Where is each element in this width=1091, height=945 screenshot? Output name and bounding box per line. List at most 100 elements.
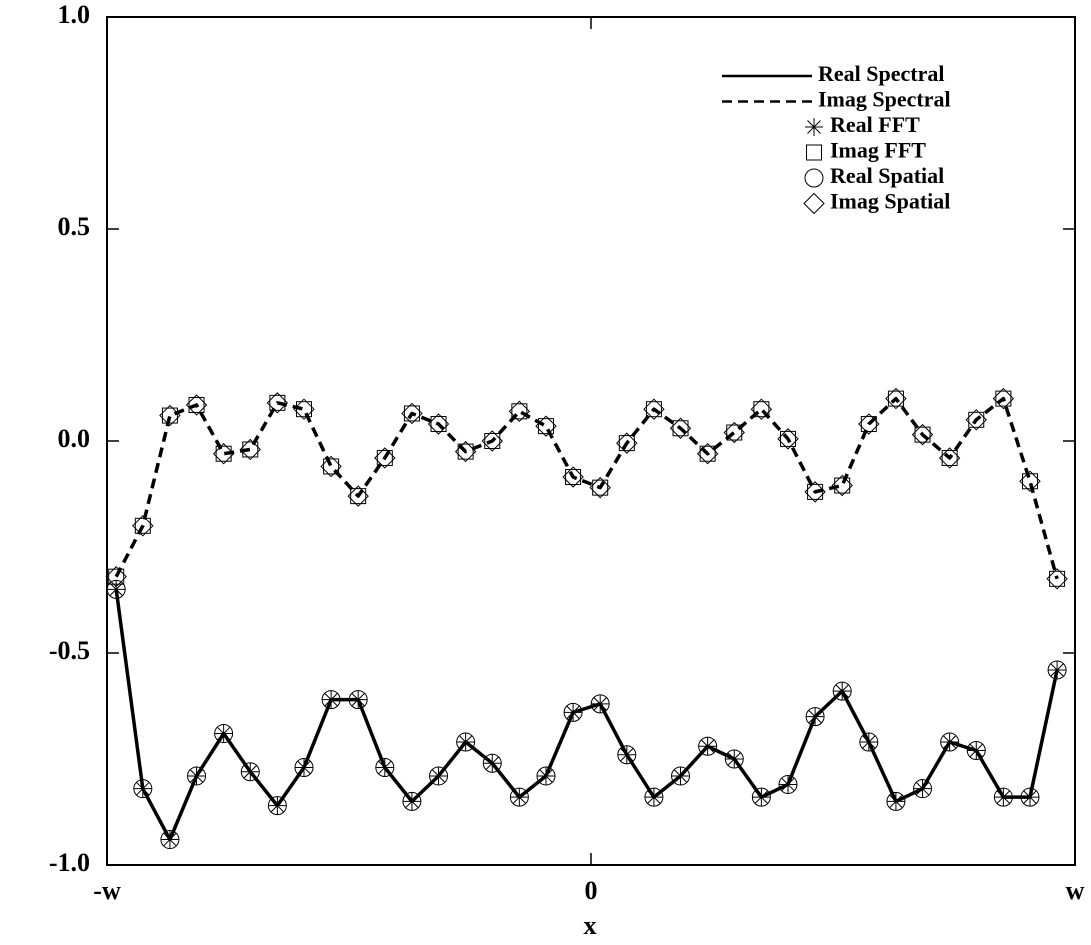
marker	[132, 515, 154, 537]
marker	[269, 394, 286, 411]
marker	[723, 421, 745, 444]
marker	[403, 405, 420, 422]
marker	[671, 766, 691, 786]
marker	[940, 733, 959, 752]
marker	[429, 766, 448, 785]
legend-label: Real Spatial	[830, 163, 944, 188]
marker	[160, 830, 179, 849]
x-tick-label: -w	[93, 876, 121, 905]
marker	[509, 787, 529, 807]
marker	[484, 433, 501, 449]
y-tick-label: 0.5	[58, 212, 91, 241]
marker	[859, 733, 878, 752]
marker	[481, 430, 503, 452]
marker	[778, 775, 797, 794]
legend-swatch	[804, 168, 824, 188]
marker	[214, 724, 234, 744]
marker	[240, 762, 260, 782]
marker	[188, 396, 205, 413]
marker	[241, 762, 260, 781]
x-tick-label: w	[1066, 876, 1085, 905]
marker	[617, 745, 637, 765]
marker	[159, 404, 181, 427]
marker	[108, 568, 125, 585]
marker	[831, 474, 853, 497]
marker	[374, 447, 396, 469]
marker	[1048, 660, 1067, 679]
marker	[429, 766, 449, 786]
marker	[778, 774, 798, 794]
marker	[349, 690, 368, 709]
marker	[968, 411, 985, 428]
marker	[320, 455, 342, 478]
x-axis-label: x	[584, 911, 597, 940]
marker	[992, 387, 1015, 410]
series-line	[114, 396, 1059, 580]
marker	[751, 787, 771, 807]
marker	[995, 390, 1012, 407]
marker	[482, 753, 502, 773]
marker	[1020, 788, 1039, 807]
series-line	[114, 589, 1059, 842]
marker	[643, 398, 665, 420]
marker	[133, 779, 153, 799]
marker	[993, 787, 1013, 807]
x-tick-label: 0	[585, 876, 598, 905]
marker	[322, 690, 341, 709]
marker	[187, 766, 206, 785]
marker	[832, 681, 852, 701]
marker	[671, 766, 690, 785]
marker	[914, 426, 931, 443]
marker	[401, 402, 423, 425]
marker	[457, 443, 474, 460]
legend-label: Imag Spatial	[830, 189, 950, 214]
marker	[293, 398, 315, 420]
marker	[1019, 470, 1041, 492]
y-tick-label: -1.0	[49, 848, 90, 877]
marker	[994, 788, 1013, 807]
marker	[105, 565, 127, 588]
marker	[750, 398, 773, 420]
marker	[347, 485, 369, 507]
marker	[454, 440, 477, 463]
marker	[511, 403, 528, 420]
marker	[242, 441, 259, 458]
marker	[402, 791, 422, 811]
y-tick-label: 0.0	[58, 424, 91, 453]
marker	[779, 430, 796, 447]
marker	[161, 407, 178, 424]
marker	[804, 481, 826, 503]
marker	[134, 517, 151, 534]
marker	[938, 447, 961, 469]
marker	[375, 758, 394, 777]
marker	[940, 732, 960, 752]
marker	[1049, 570, 1066, 587]
marker	[616, 432, 638, 454]
legend-swatch	[806, 144, 822, 161]
marker	[885, 387, 907, 410]
legend-label: Real Spectral	[818, 61, 944, 86]
marker	[536, 766, 556, 786]
marker	[268, 796, 287, 815]
marker	[537, 418, 554, 435]
marker	[402, 792, 421, 811]
y-tick-label: 1.0	[58, 0, 91, 29]
marker	[1020, 787, 1040, 807]
marker	[430, 416, 447, 433]
marker	[913, 779, 932, 798]
legend-label: Imag FFT	[830, 138, 926, 163]
marker	[941, 449, 958, 466]
marker	[592, 479, 609, 496]
marker	[617, 745, 636, 764]
marker	[535, 415, 557, 437]
marker	[239, 438, 261, 461]
marker	[160, 830, 180, 850]
marker	[965, 409, 987, 431]
marker	[267, 796, 287, 816]
marker	[886, 791, 906, 811]
marker	[725, 750, 744, 768]
marker	[669, 417, 692, 439]
marker	[590, 694, 610, 714]
marker	[215, 445, 232, 462]
marker	[212, 443, 235, 465]
